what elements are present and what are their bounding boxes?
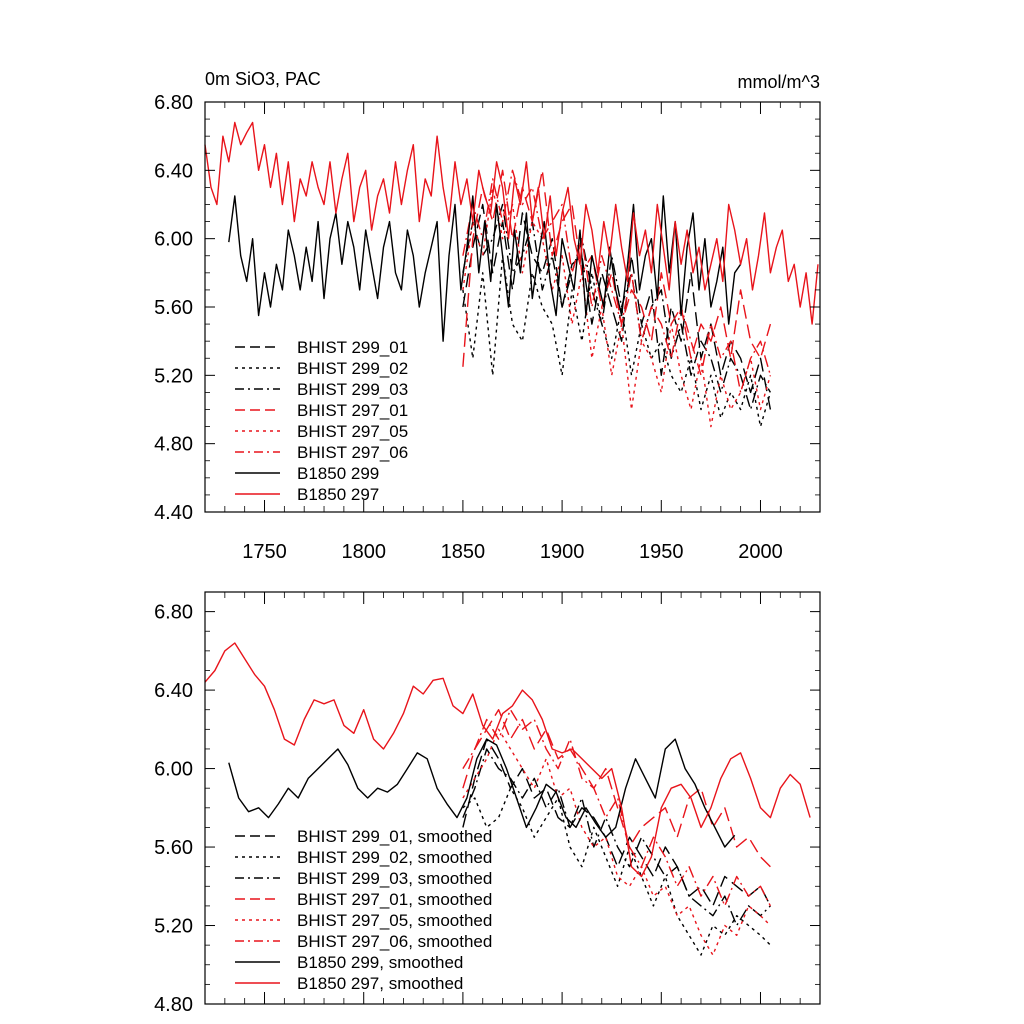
y-tick-label: 5.60	[154, 297, 193, 319]
legend-label: BHIST 297_01, smoothed	[297, 890, 492, 909]
series-line	[462, 738, 772, 907]
series-line	[462, 169, 772, 394]
axes: 4.40 4.80 5.20 5.60 6.00 6.40 6.80 1750 1800 1850…	[154, 92, 820, 563]
x-tick-label: 1850	[441, 541, 486, 563]
series-line	[462, 709, 771, 868]
y-tick-label: 6.00	[154, 229, 193, 251]
legend-label: BHIST 299_03, smoothed	[297, 869, 492, 888]
y-tick-label: 5.60	[154, 837, 193, 859]
legend-label: BHIST 297_06	[297, 443, 408, 462]
legend-label: BHIST 297_05	[297, 422, 408, 441]
y-tick-label: 5.20	[154, 916, 193, 938]
legend-label: B1850 299, smoothed	[297, 953, 463, 972]
legend-label: BHIST 297_05, smoothed	[297, 911, 492, 930]
legend: BHIST 299_01, smoothed BHIST 299_02, smoo…	[235, 827, 492, 993]
series-line	[228, 195, 742, 342]
x-tick-label: 1750	[242, 541, 287, 563]
series-line	[204, 121, 819, 325]
legend-label: BHIST 299_02, smoothed	[297, 848, 492, 867]
plot-frame	[204, 591, 821, 1005]
bottom-panel: 4.80 5.20 5.60 6.00 6.40 6.80 BHIST 299_01, s…	[154, 591, 821, 1016]
series-line	[462, 728, 771, 956]
series-group	[204, 642, 811, 956]
legend: BHIST 299_01 BHIST 299_02 BHIST 299_03 BHIS…	[235, 338, 408, 504]
y-tick-label: 5.20	[154, 365, 193, 387]
axes: 4.80 5.20 5.60 6.00 6.40 6.80	[154, 592, 820, 1016]
plot-frame	[204, 101, 821, 513]
y-tick-label: 6.40	[154, 160, 193, 182]
y-tick-label: 6.80	[154, 92, 193, 114]
series-line	[228, 738, 736, 848]
series-line	[462, 203, 772, 411]
legend-label: B1850 297, smoothed	[297, 974, 463, 993]
legend-label: BHIST 297_01	[297, 401, 408, 420]
legend-label: BHIST 297_06, smoothed	[297, 932, 492, 951]
top-panel: 0m SiO3, PAC mmol/m^3 4.40 4.80 5.20 5.60 6.…	[154, 69, 821, 563]
y-tick-label: 4.40	[154, 502, 193, 524]
chart-title: 0m SiO3, PAC	[205, 69, 321, 89]
series-line	[462, 748, 771, 927]
legend-label: BHIST 299_01, smoothed	[297, 827, 492, 846]
y-tick-label: 6.80	[154, 602, 193, 624]
x-tick-label: 2000	[738, 541, 783, 563]
x-tick-label: 1950	[639, 541, 684, 563]
y-tick-label: 6.40	[154, 680, 193, 702]
series-line	[204, 642, 811, 878]
legend-label: BHIST 299_01	[297, 338, 408, 357]
series-group	[204, 121, 819, 428]
y-tick-label: 6.00	[154, 759, 193, 781]
legend-label: BHIST 299_02	[297, 359, 408, 378]
y-tick-label: 4.80	[154, 434, 193, 456]
x-tick-label: 1800	[341, 541, 386, 563]
series-line	[462, 709, 772, 907]
legend-label: B1850 299	[297, 464, 379, 483]
series-line	[462, 254, 772, 428]
legend-label: BHIST 299_03	[297, 380, 408, 399]
series-line	[462, 787, 771, 956]
x-tick-label: 1900	[540, 541, 585, 563]
series-line	[462, 203, 772, 410]
series-line	[462, 186, 772, 428]
units-label: mmol/m^3	[738, 72, 820, 92]
legend-label: B1850 297	[297, 485, 379, 504]
y-tick-label: 4.80	[154, 994, 193, 1016]
